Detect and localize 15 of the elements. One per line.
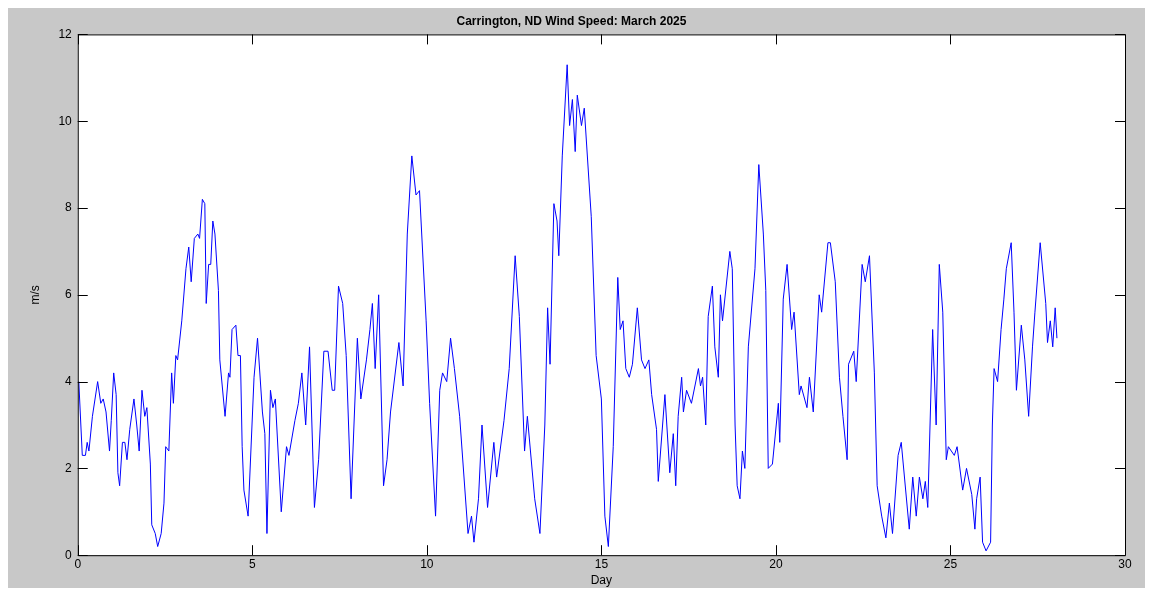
x-tick-label: 20 bbox=[769, 556, 783, 571]
y-axis-title: m/s bbox=[27, 285, 42, 305]
y-tick-label: 4 bbox=[65, 373, 73, 388]
x-axis-title: Day bbox=[590, 573, 613, 588]
y-tick-label: 10 bbox=[58, 113, 73, 128]
x-tick-label: 30 bbox=[1118, 556, 1132, 571]
y-tick-label: 12 bbox=[58, 26, 73, 41]
y-tick-label: 8 bbox=[65, 200, 73, 215]
x-tick-label: 10 bbox=[420, 556, 434, 571]
x-tick-label: 15 bbox=[594, 556, 609, 571]
chart-title: Carrington, ND Wind Speed: March 2025 bbox=[456, 13, 687, 28]
x-tick-label: 25 bbox=[943, 556, 958, 571]
y-tick-label: 6 bbox=[65, 287, 73, 302]
y-tick-label: 2 bbox=[65, 460, 73, 475]
x-tick-label: 5 bbox=[248, 556, 256, 571]
